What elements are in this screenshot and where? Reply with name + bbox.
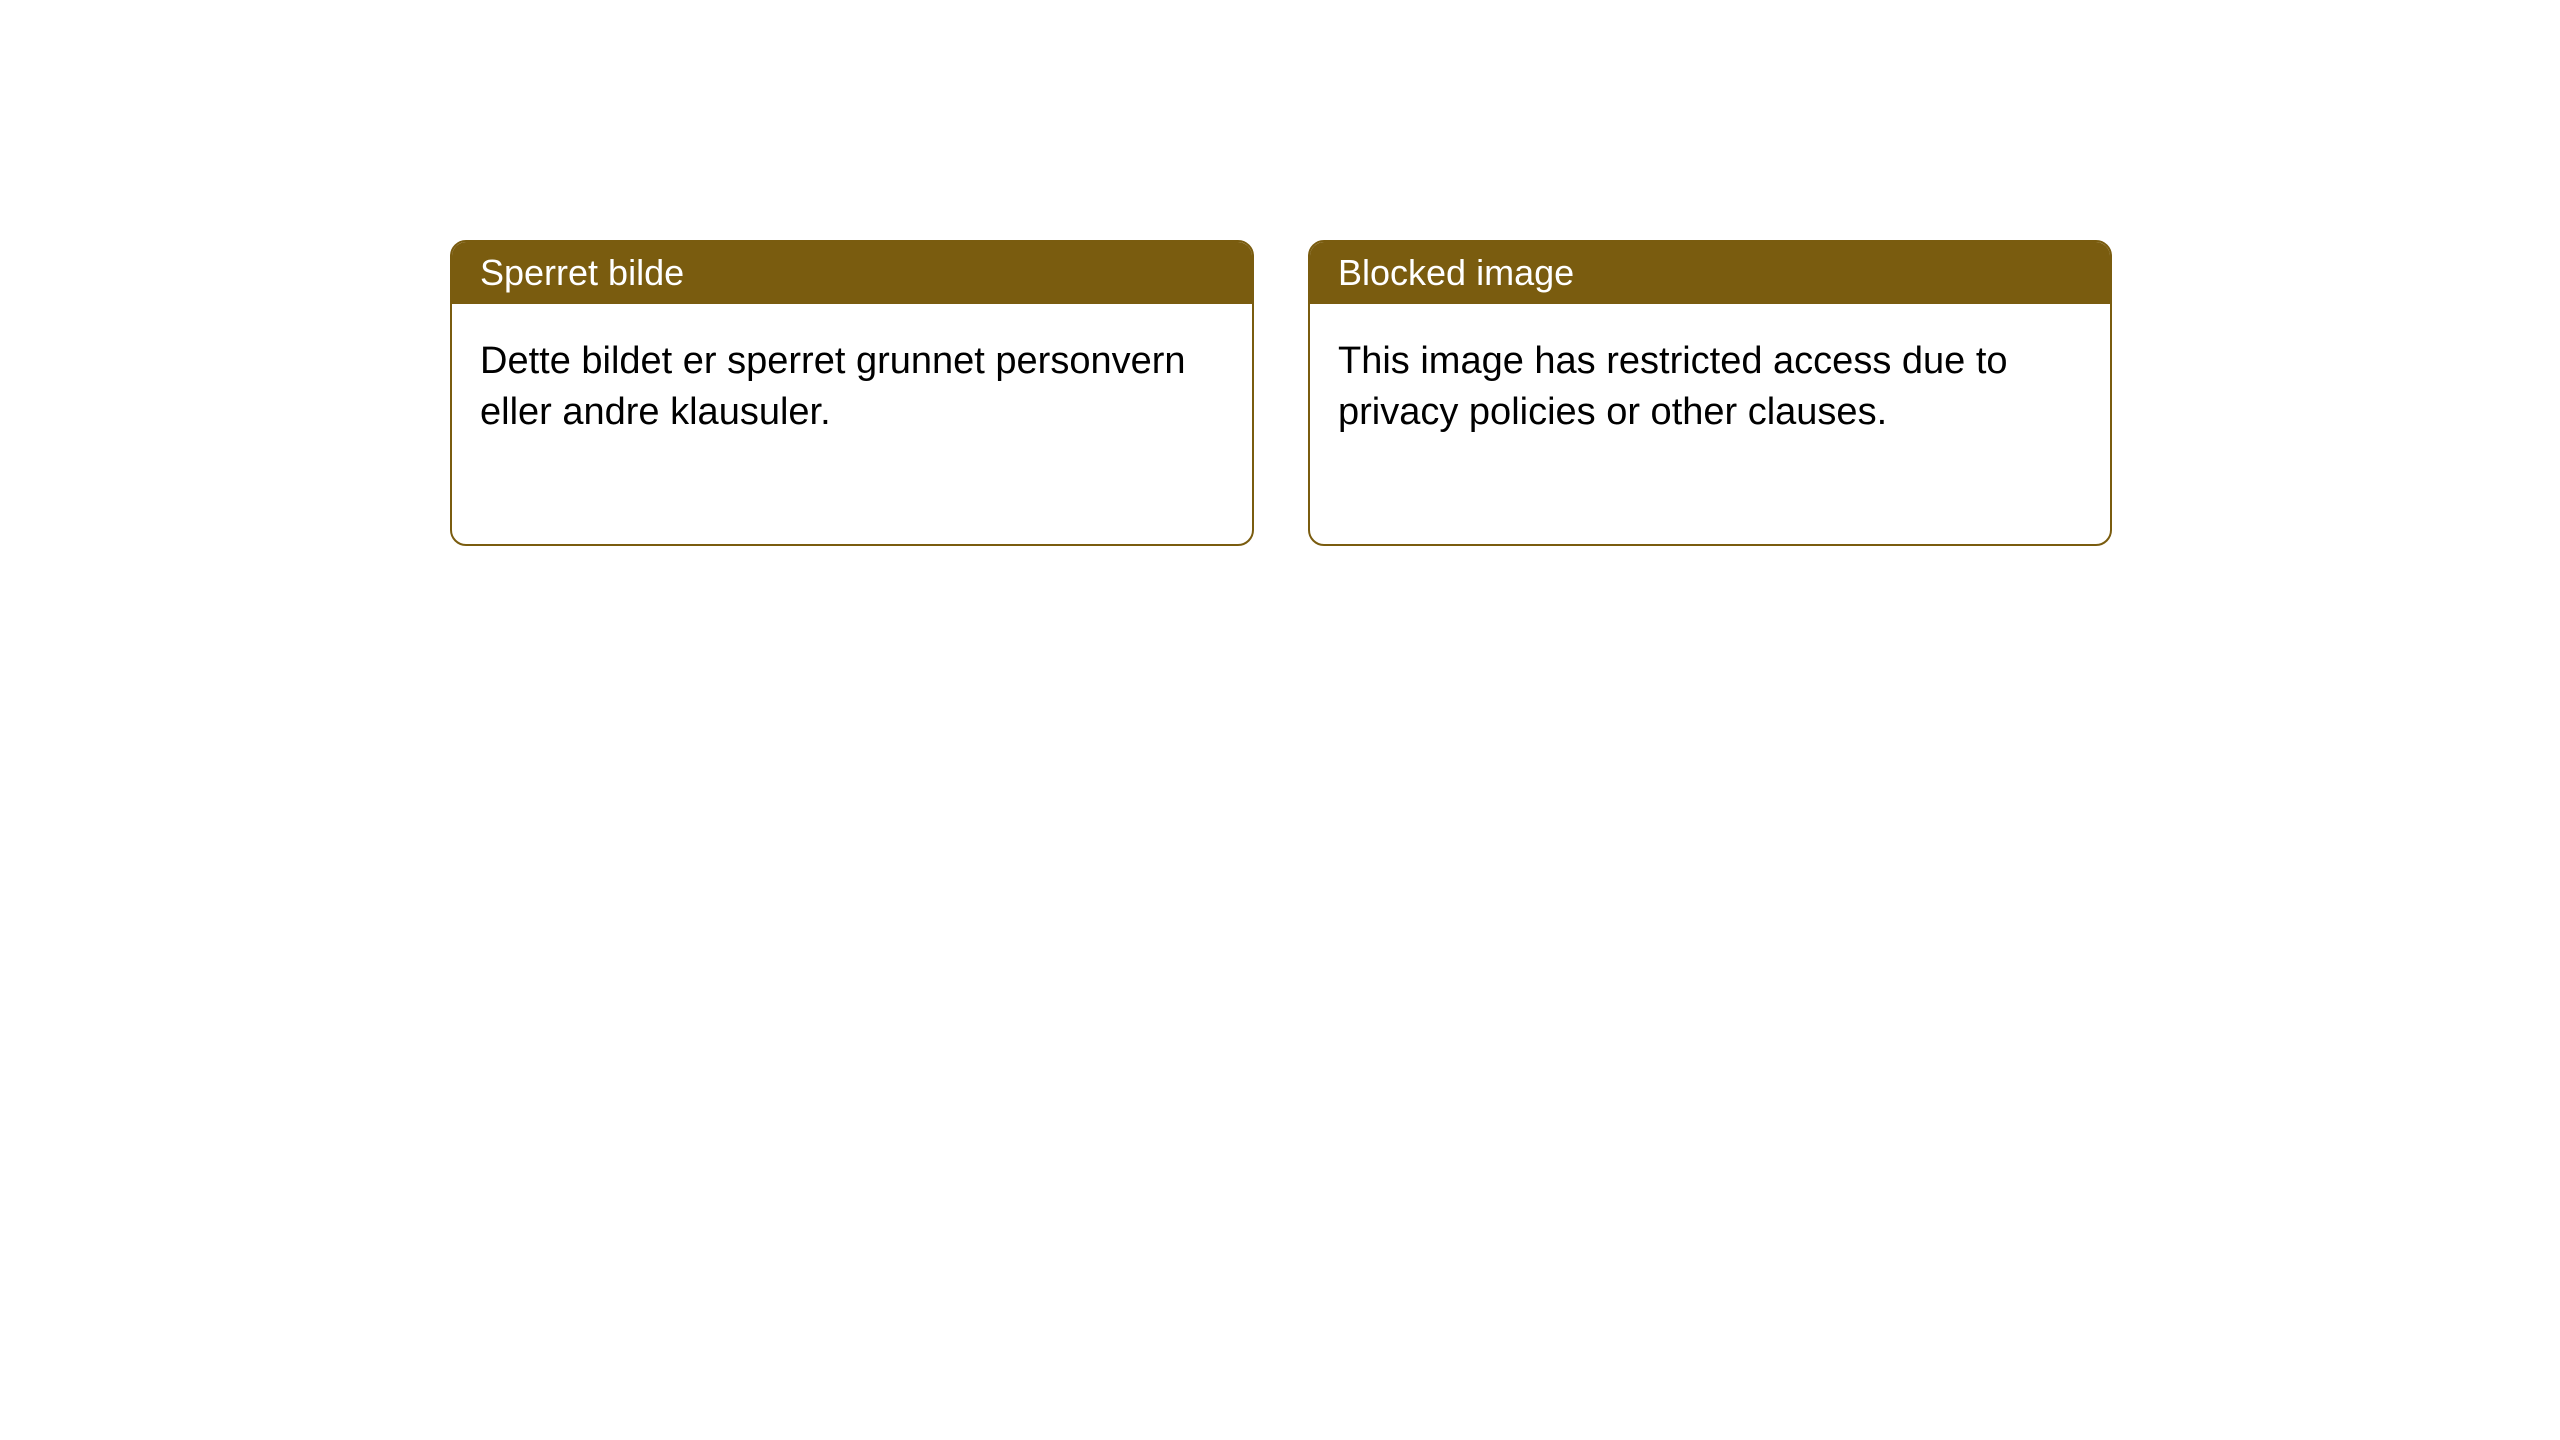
notice-title-norwegian: Sperret bilde <box>452 242 1252 304</box>
notice-card-english: Blocked image This image has restricted … <box>1308 240 2112 546</box>
notice-body-english: This image has restricted access due to … <box>1310 304 2110 544</box>
notice-container: Sperret bilde Dette bildet er sperret gr… <box>0 0 2560 546</box>
notice-body-norwegian: Dette bildet er sperret grunnet personve… <box>452 304 1252 544</box>
notice-card-norwegian: Sperret bilde Dette bildet er sperret gr… <box>450 240 1254 546</box>
notice-title-english: Blocked image <box>1310 242 2110 304</box>
